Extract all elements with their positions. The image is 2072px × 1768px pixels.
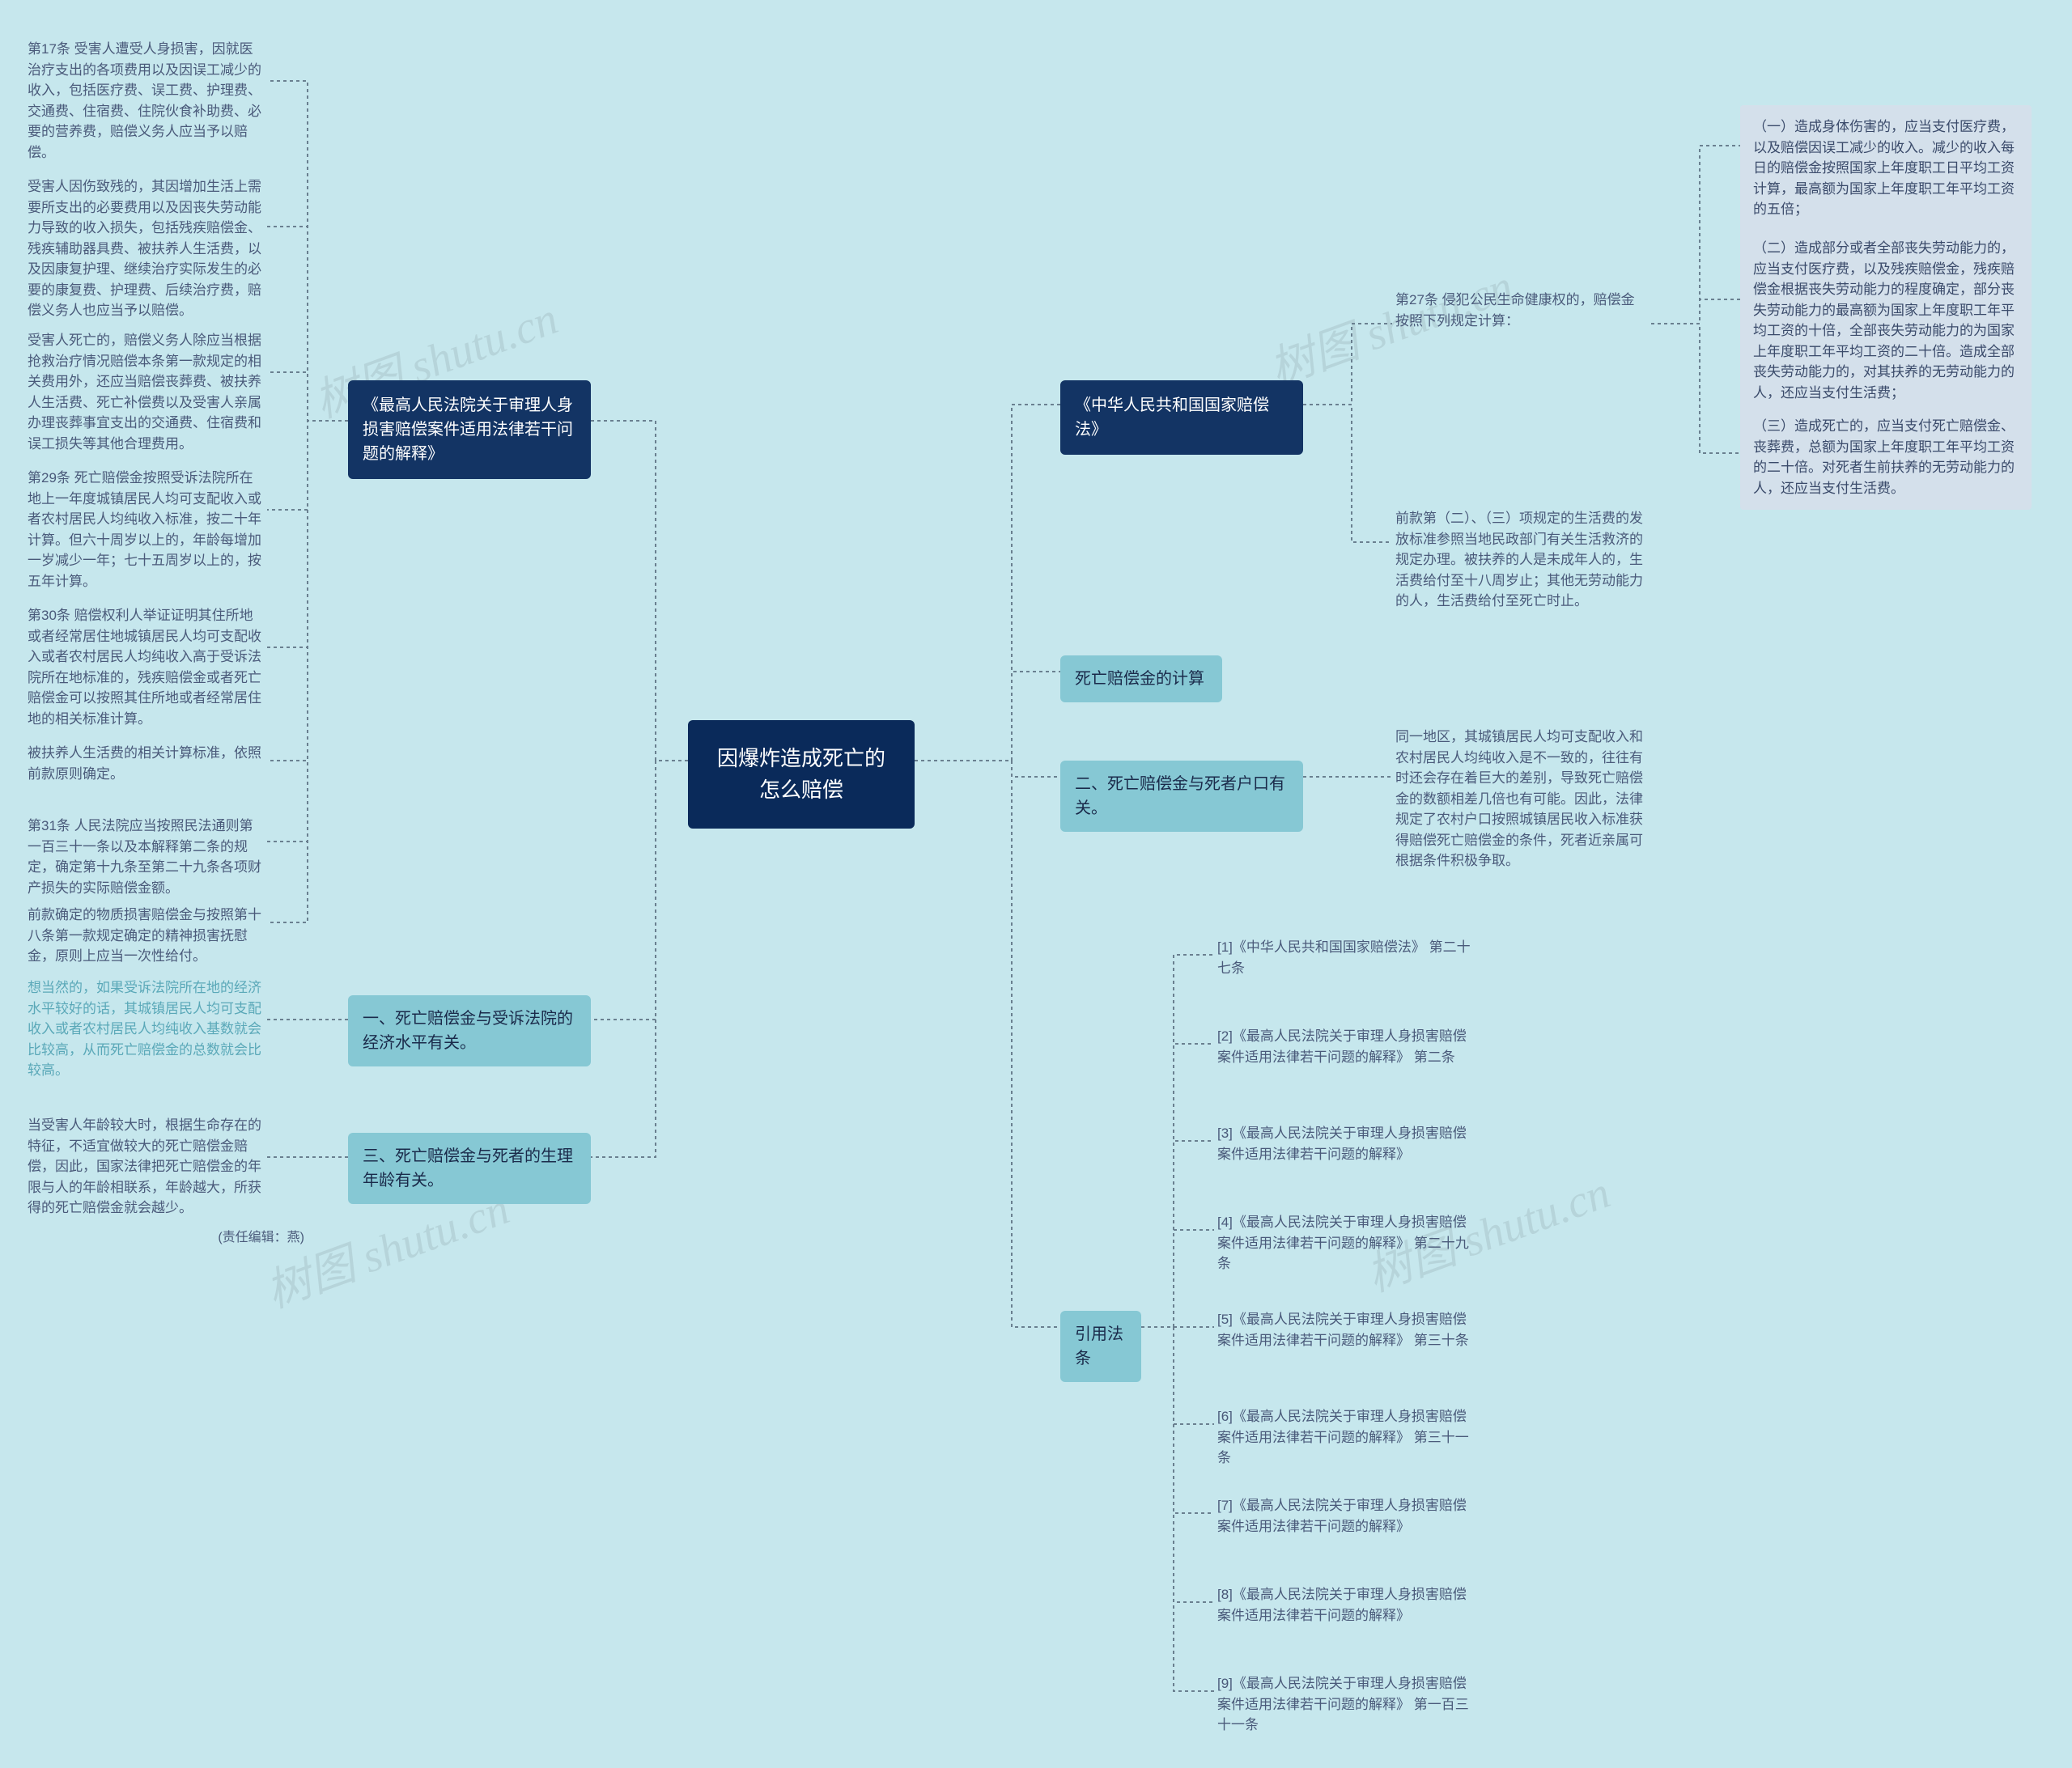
leaf-body-injury: （一）造成身体伤害的，应当支付医疗费，以及赔偿因误工减少的收入。减少的收入每日的… <box>1740 105 2032 231</box>
ref-2: [2]《最高人民法院关于审理人身损害赔偿案件适用法律若干问题的解释》 第二条 <box>1214 1020 1481 1074</box>
branch-references[interactable]: 引用法条 <box>1060 1311 1141 1382</box>
leaf-injury-disabled: 受害人因伤致残的，其因增加生活上需要所支出的必要费用以及因丧失劳动能力导致的收入… <box>24 170 267 328</box>
ref-5: [5]《最高人民法院关于审理人身损害赔偿案件适用法律若干问题的解释》 第三十条 <box>1214 1303 1481 1357</box>
leaf-death-comp: （三）造成死亡的，应当支付死亡赔偿金、丧葬费，总额为国家上年度职工年平均工资的二… <box>1740 405 2032 510</box>
ref-6: [6]《最高人民法院关于审理人身损害赔偿案件适用法律若干问题的解释》 第三十一条 <box>1214 1400 1481 1475</box>
leaf-onetime: 前款确定的物质损害赔偿金与按照第十八条第一款规定确定的精神损害抚慰金，原则上应当… <box>24 898 267 973</box>
branch-age-related[interactable]: 三、死亡赔偿金与死者的生理年龄有关。 <box>348 1133 591 1204</box>
leaf-art17: 第17条 受害人遭受人身损害，因就医治疗支出的各项费用以及因误工减少的收入，包括… <box>24 32 267 169</box>
leaf-death: 受害人死亡的，赔偿义务人除应当根据抢救治疗情况赔偿本条第一款规定的相关费用外，还… <box>24 324 267 460</box>
leaf-art30: 第30条 赔偿权利人举证证明其住所地或者经常居住地城镇居民人均可支配收入或者农村… <box>24 599 267 736</box>
branch-economic-level[interactable]: 一、死亡赔偿金与受诉法院的经济水平有关。 <box>348 995 591 1066</box>
leaf-art31: 第31条 人民法院应当按照民法通则第一百三十一条以及本解释第二条的规定，确定第十… <box>24 809 267 905</box>
branch-calculation[interactable]: 死亡赔偿金的计算 <box>1060 655 1222 702</box>
leaf-economic-level: 想当然的，如果受诉法院所在地的经济水平较好的话，其城镇居民人均可支配收入或者农村… <box>24 971 267 1088</box>
ref-3: [3]《最高人民法院关于审理人身损害赔偿案件适用法律若干问题的解释》 <box>1214 1117 1481 1171</box>
root-node[interactable]: 因爆炸造成死亡的怎么赔偿 <box>688 720 915 829</box>
ref-8: [8]《最高人民法院关于审理人身损害赔偿案件适用法律若干问题的解释》 <box>1214 1578 1481 1632</box>
branch-hukou[interactable]: 二、死亡赔偿金与死者户口有关。 <box>1060 761 1303 832</box>
ref-7: [7]《最高人民法院关于审理人身损害赔偿案件适用法律若干问题的解释》 <box>1214 1489 1481 1543</box>
leaf-dependent: 被扶养人生活费的相关计算标准，依照前款原则确定。 <box>24 736 267 791</box>
ref-1: [1]《中华人民共和国国家赔偿法》 第二十七条 <box>1214 931 1481 985</box>
leaf-art29: 第29条 死亡赔偿金按照受诉法院所在地上一年度城镇居民人均可支配收入或者农村居民… <box>24 461 267 598</box>
branch-judicial-interpretation[interactable]: 《最高人民法院关于审理人身损害赔偿案件适用法律若干问题的解释》 <box>348 380 591 479</box>
branch-state-compensation-law[interactable]: 《中华人民共和国国家赔偿法》 <box>1060 380 1303 455</box>
ref-9: [9]《最高人民法院关于审理人身损害赔偿案件适用法律若干问题的解释》 第一百三十… <box>1214 1667 1481 1742</box>
ref-4: [4]《最高人民法院关于审理人身损害赔偿案件适用法律若干问题的解释》 第二十九条 <box>1214 1206 1481 1281</box>
leaf-age-related: 当受害人年龄较大时，根据生命存在的特征，不适宜做较大的死亡赔偿金赔偿，因此，国家… <box>24 1109 267 1225</box>
sub-art27: 第27条 侵犯公民生命健康权的，赔偿金按照下列规定计算： <box>1392 283 1651 337</box>
leaf-hukou: 同一地区，其城镇居民人均可支配收入和农村居民人均纯收入是不一致的，往往有时还会存… <box>1392 720 1651 878</box>
sub-living-expense: 前款第（二）、（三）项规定的生活费的发放标准参照当地民政部门有关生活救济的规定办… <box>1392 502 1651 618</box>
leaf-editor: (责任编辑：燕) <box>146 1222 308 1254</box>
leaf-partial-loss: （二）造成部分或者全部丧失劳动能力的，应当支付医疗费，以及残疾赔偿金，残疾赔偿金… <box>1740 227 2032 414</box>
